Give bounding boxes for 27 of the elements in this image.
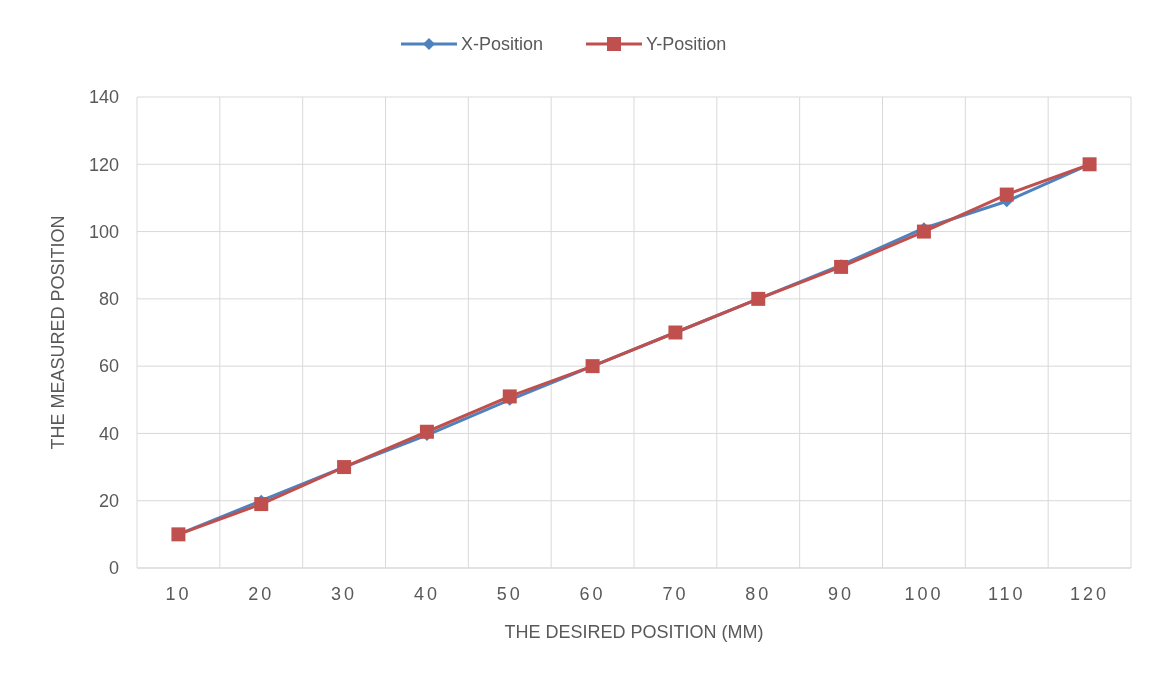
y-axis-title: THE MEASURED POSITION: [48, 215, 68, 450]
x-tick-label: 30: [331, 584, 358, 604]
x-tick-label: 120: [1070, 584, 1110, 604]
y-tick-label: 140: [88, 87, 119, 108]
x-tick-label: 90: [828, 584, 855, 604]
x-tick-label: 10: [165, 584, 192, 604]
y-tick-label: 20: [98, 491, 119, 512]
point: [999, 187, 1014, 202]
x-tick-label: 110: [987, 584, 1026, 604]
x-tick-label: 70: [662, 584, 689, 604]
x-tick-label: 60: [579, 584, 606, 604]
y-tick-label: 100: [88, 221, 119, 242]
legend-label: X-Position: [461, 34, 544, 55]
x-tick-label: 40: [413, 584, 440, 604]
point: [254, 497, 269, 512]
x-tick-label: 100: [904, 584, 944, 604]
y-tick-label: 40: [98, 423, 119, 444]
y-tick-label: 120: [88, 154, 119, 175]
x-tick-label: 80: [745, 584, 772, 604]
x-tick-label: 50: [496, 584, 523, 604]
x-tick-label: 20: [248, 584, 275, 604]
x-axis-title: THE DESIRED POSITION (MM): [504, 622, 764, 642]
y-tick-label: 60: [98, 356, 119, 377]
legend-label: Y-Position: [646, 34, 727, 55]
y-tick-label: 80: [98, 289, 119, 310]
y-tick-label: 0: [108, 558, 119, 579]
point: [419, 424, 434, 439]
